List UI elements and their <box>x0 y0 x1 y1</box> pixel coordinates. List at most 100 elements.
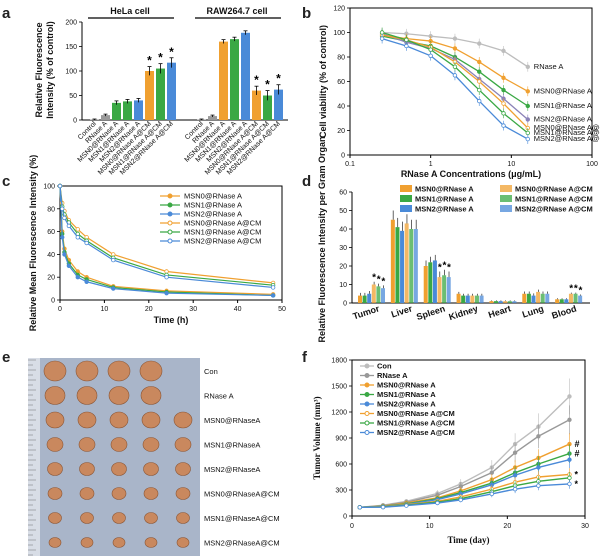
d-x-tick-label: Liver <box>390 303 414 319</box>
a-bar <box>145 71 154 120</box>
e-tumor-sample <box>108 386 130 405</box>
e-tumor-sample <box>112 512 126 524</box>
e-tumor-sample <box>79 462 95 476</box>
b-x-axis-label: RNase A Concentrations (μg/mL) <box>401 169 541 179</box>
d-bar <box>498 301 503 303</box>
a-group-title-1: RAW264.7 cell <box>206 6 267 16</box>
e-tumor-sample <box>44 386 66 405</box>
a-bar <box>274 89 283 120</box>
a-y-label-line1: Relative Fluorescence <box>34 22 44 117</box>
panel-letter-f: f <box>302 349 308 366</box>
b-point <box>452 73 458 78</box>
d-bar <box>545 293 550 303</box>
a-y-tick-label: 0 <box>73 118 77 125</box>
panel-b-viability-chart: 0 20 40 60 80 100 120 0.1 1 10 100 RNase A Concentr… <box>318 6 600 180</box>
b-x-tick-label: 100 <box>586 161 598 168</box>
d-y-tick-label: 40 <box>339 227 347 234</box>
d-bar <box>432 260 437 303</box>
b-point <box>477 69 482 74</box>
b-x-tick-label: 10 <box>507 161 515 168</box>
f-significance-mark: # <box>574 449 579 459</box>
f-point <box>567 457 572 462</box>
f-point <box>536 465 541 470</box>
e-tumor-sample <box>48 537 62 548</box>
d-bar <box>465 295 470 303</box>
f-point <box>357 505 362 510</box>
f-point <box>512 486 518 492</box>
a-bar <box>208 116 217 120</box>
d-x-tick-label: Blood <box>550 303 577 320</box>
b-point <box>501 75 506 81</box>
d-significance-mark: * <box>372 273 376 284</box>
c-x-tick-label: 0 <box>58 306 62 313</box>
a-significance-mark: * <box>169 45 174 59</box>
e-tumor-sample <box>47 462 63 476</box>
c-point <box>84 240 89 246</box>
f-point <box>489 491 494 497</box>
d-bar <box>564 299 569 303</box>
c-y-tick-label: 20 <box>47 275 55 282</box>
f-y-tick-label: 1800 <box>331 358 347 365</box>
c-legend-marker <box>167 229 173 235</box>
f-legend-marker <box>364 401 370 407</box>
b-point <box>452 64 458 69</box>
e-tumor-sample <box>174 437 192 452</box>
c-point <box>66 223 72 229</box>
d-significance-mark: * <box>447 263 451 274</box>
d-x-tick-label: Spleen <box>415 303 446 322</box>
c-point <box>62 215 67 221</box>
d-y-tick-label: 60 <box>339 190 347 197</box>
e-tumor-sample <box>176 537 190 548</box>
e-row-label: RNase A <box>204 392 234 401</box>
d-bar <box>555 299 560 303</box>
b-point <box>477 59 482 65</box>
c-point <box>164 290 169 296</box>
e-tumor-sample <box>139 360 163 382</box>
d-x-tick-label: Kidney <box>448 303 480 322</box>
d-y-tick-label: 20 <box>339 264 347 271</box>
d-y-tick-label: 0 <box>343 301 347 308</box>
f-legend-marker <box>364 392 370 397</box>
e-row-label: MSN2@RNaseA@CM <box>204 539 280 548</box>
e-row-label: Con <box>204 367 218 376</box>
d-bar <box>512 301 517 303</box>
f-point <box>489 470 494 475</box>
f-significance-mark: * <box>574 479 578 489</box>
d-bar <box>367 293 372 303</box>
e-tumor-sample <box>111 487 127 500</box>
f-legend-label: Con <box>377 362 392 371</box>
d-legend-swatch <box>500 185 512 192</box>
b-y-tick-label: 120 <box>333 6 345 13</box>
f-point <box>536 483 541 488</box>
a-bar <box>123 101 132 120</box>
a-bar <box>241 32 250 120</box>
a-y-axis-label: Relative FluorescenceIntensity (% of con… <box>34 21 55 119</box>
e-tumor-sample <box>175 487 191 500</box>
c-legend-marker <box>167 193 173 199</box>
e-tumor-sample <box>144 537 158 548</box>
b-series-label: MSN1@RNase A <box>534 101 592 110</box>
d-bar <box>358 295 362 303</box>
e-row-label: MSN0@RNaseA <box>204 416 260 425</box>
f-legend-marker <box>364 420 370 426</box>
c-x-tick-label: 50 <box>278 306 286 313</box>
panel-letter-d: d <box>302 173 311 190</box>
b-point <box>501 48 506 54</box>
f-x-tick-label: 20 <box>503 523 511 530</box>
c-legend-label: MSN1@RNase A <box>184 201 242 210</box>
e-tumor-sample <box>46 437 64 452</box>
c-point <box>270 293 276 298</box>
e-tumor-sample <box>75 360 99 382</box>
c-legend-marker <box>167 220 173 226</box>
e-tumor-sample <box>175 462 191 476</box>
e-tumor-sample <box>47 487 63 500</box>
e-row-label: MSN1@RNaseA@CM <box>204 514 280 523</box>
e-tumor-sample <box>176 512 190 524</box>
d-legend-swatch <box>400 205 412 212</box>
f-point <box>435 500 440 506</box>
c-legend-label: MSN2@RNase A <box>184 210 242 219</box>
d-bar <box>442 275 447 303</box>
d-significance-mark: * <box>569 284 573 295</box>
d-bar <box>540 293 545 303</box>
